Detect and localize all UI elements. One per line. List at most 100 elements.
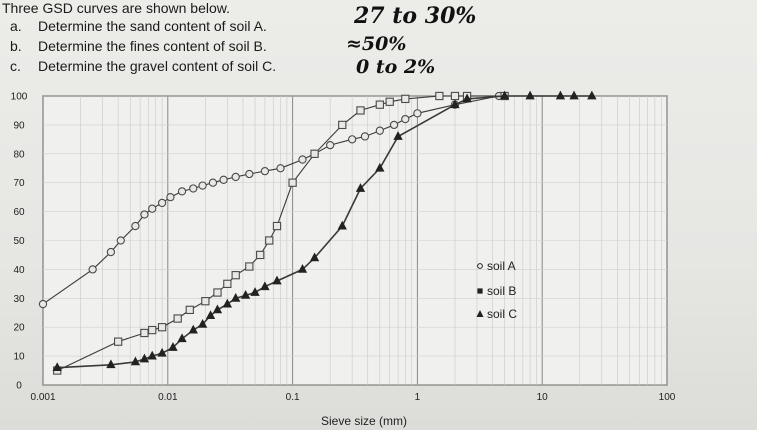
soil-c-point: [231, 292, 241, 302]
soil-a-point: [389, 120, 399, 130]
soil-a-point: [375, 126, 384, 135]
soil-c-point: [177, 333, 187, 343]
y-tick-label: 100: [11, 92, 28, 103]
question-c-text: Determine the gravel content of soil C.: [38, 58, 277, 74]
soil-c-point: [587, 90, 597, 100]
legend-entry: soil B: [487, 284, 516, 298]
soil-b-point: [375, 100, 384, 109]
soil-b-point: [113, 337, 123, 346]
soil-a-point: [38, 299, 48, 309]
y-tick-label: 20: [13, 323, 25, 334]
soil-a-point: [116, 236, 125, 245]
soil-a-point: [189, 184, 198, 193]
soil-c-point: [499, 90, 510, 100]
y-tick-label: 80: [13, 149, 25, 160]
soil-c-point: [355, 183, 366, 192]
y-tick-label: 90: [13, 120, 25, 131]
soil-b-point: [288, 178, 297, 187]
soil-a-point: [166, 192, 175, 202]
soil-b-point: [435, 91, 444, 101]
question-c: c. Determine the gravel content of soil C…: [10, 58, 276, 74]
soil-c-point: [212, 304, 223, 314]
soil-b-point: [245, 262, 254, 271]
soil-a-point: [157, 198, 167, 208]
legend-triangle-icon: [476, 310, 484, 317]
legend-entry: soil A: [487, 259, 516, 273]
soil-b-point: [157, 323, 167, 332]
x-tick-label: 0.001: [30, 392, 55, 403]
soil-a-point: [131, 221, 140, 231]
soil-b-point: [385, 97, 394, 106]
soil-c-point: [222, 298, 233, 308]
soil-a-point: [106, 247, 116, 257]
soil-c-point: [106, 359, 116, 369]
soil-b-point: [310, 149, 319, 158]
question-b-label: b.: [10, 38, 22, 54]
soil-b-point: [173, 314, 182, 323]
soil-a-point: [198, 181, 207, 190]
soil-c-point: [157, 347, 167, 357]
question-b-text: Determine the fines content of soil B.: [38, 38, 267, 54]
legend-entry: soil C: [487, 307, 517, 321]
y-tick-label: 60: [13, 207, 25, 218]
soil-c-point: [188, 324, 198, 334]
question-a-label: a.: [10, 18, 22, 34]
soil-c-point: [168, 342, 178, 351]
soil-c-point: [297, 264, 308, 273]
soil-a-point: [177, 187, 187, 196]
soil-a-point: [401, 114, 410, 124]
soil-b-point: [450, 91, 460, 101]
y-tick-label: 30: [13, 294, 25, 305]
question-c-label: c.: [10, 58, 21, 74]
question-b: b. Determine the fines content of soil B.: [10, 38, 267, 54]
y-tick-label: 50: [13, 236, 25, 247]
question-a-text: Determine the sand content of soil A.: [38, 18, 267, 34]
soil-a-point: [208, 178, 218, 187]
y-tick-label: 40: [13, 265, 25, 276]
y-tick-label: 10: [13, 352, 25, 363]
soil-b-point: [356, 106, 365, 115]
soil-b-point: [231, 271, 240, 280]
soil-c-point: [272, 275, 282, 285]
soil-a-point: [413, 109, 422, 118]
soil-a-point: [231, 172, 240, 182]
soil-a-point: [347, 135, 357, 144]
x-tick-label: 10: [537, 392, 549, 403]
soil-c-point: [250, 287, 260, 296]
x-tick-label: 1: [415, 392, 421, 403]
soil-a-point: [360, 132, 370, 141]
soil-c-point: [337, 220, 347, 230]
soil-a-point: [260, 166, 270, 176]
soil-c-point: [525, 90, 535, 100]
question-a: a. Determine the sand content of soil A.: [10, 18, 267, 34]
soil-b-point: [213, 288, 222, 297]
soil-c-point: [375, 162, 385, 172]
soil-b-point: [272, 221, 282, 231]
soil-c-point: [393, 131, 403, 140]
soil-c-point: [569, 90, 579, 100]
soil-b-point: [201, 297, 210, 306]
soil-a-point: [298, 155, 307, 164]
soil-a-point: [140, 210, 149, 219]
soil-c-point: [462, 93, 472, 103]
soil-b-point: [338, 120, 347, 130]
soil-c-point: [205, 310, 216, 320]
soil-b-point: [148, 325, 157, 335]
handwritten-answer-b: ≈50%: [346, 33, 407, 55]
soil-c-point: [197, 318, 208, 328]
handwritten-answer-c: 0 to 2%: [356, 56, 436, 78]
question-title: Three GSD curves are shown below.: [2, 0, 230, 16]
soil-a-point: [276, 164, 285, 173]
y-tick-label: 70: [13, 178, 25, 189]
soil-b-point: [140, 328, 149, 338]
soil-c-point: [130, 356, 141, 366]
soil-a-point: [148, 204, 157, 213]
handwritten-answer-a: 27 to 30%: [354, 3, 477, 29]
soil-b-point: [223, 279, 232, 288]
soil-c-point: [450, 99, 460, 109]
soil-c-point: [309, 252, 320, 262]
soil-b-point: [401, 94, 410, 104]
y-tick-label: 0: [16, 381, 22, 392]
